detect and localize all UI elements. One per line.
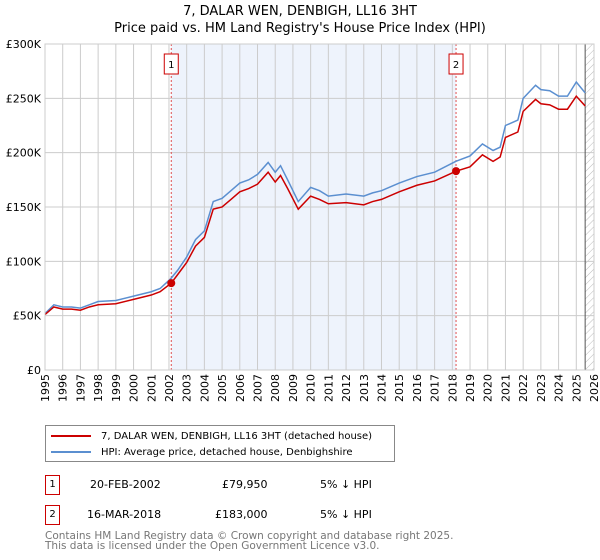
x-tick-label: 2006 — [234, 374, 247, 402]
legend-label: HPI: Average price, detached house, Denb… — [101, 446, 353, 458]
x-tick-label: 2003 — [181, 374, 194, 402]
x-tick-label: 2017 — [429, 374, 442, 402]
chart-title: 7, DALAR WEN, DENBIGH, LL16 3HT Price pa… — [0, 3, 600, 37]
sale-price: £79,950 — [222, 478, 268, 491]
x-tick-label: 2000 — [128, 374, 141, 402]
x-tick-label: 1999 — [110, 374, 123, 402]
series-line-hpi — [44, 80, 586, 315]
y-tick-label: £100K — [6, 255, 42, 268]
x-tick-label: 2023 — [535, 374, 548, 402]
series-line-price-paid — [44, 94, 586, 316]
x-tick-label: 2020 — [482, 374, 495, 402]
footer-line: This data is licensed under the Open Gov… — [45, 540, 380, 552]
x-tick-label: 2005 — [216, 374, 229, 402]
sale-row: 1 20-FEB-2002 £79,950 5% ↓ HPI — [45, 475, 405, 495]
sale-price: £183,000 — [215, 508, 268, 521]
y-tick-label: £50K — [13, 310, 42, 323]
x-tick-label: 2008 — [269, 374, 282, 402]
x-tick-label: 1995 — [39, 374, 52, 402]
annotation-box — [163, 53, 179, 75]
title-line: 7, DALAR WEN, DENBIGH, LL16 3HT — [183, 4, 417, 19]
x-tick-label: 2013 — [358, 374, 371, 402]
x-tick-label: 2010 — [305, 374, 318, 402]
x-tick-label: 2025 — [570, 374, 583, 402]
sale-row: 2 16-MAR-2018 £183,000 5% ↓ HPI — [45, 505, 405, 525]
plot-border — [44, 43, 595, 371]
x-tick-label: 2011 — [322, 374, 335, 402]
sale-date: 20-FEB-2002 — [90, 478, 161, 491]
x-tick-label: 2024 — [553, 374, 566, 402]
legend-item-hpi: HPI: Average price, detached house, Denb… — [51, 444, 352, 460]
x-tick-label: 2021 — [499, 374, 512, 402]
sale-date: 16-MAR-2018 — [87, 508, 162, 521]
annotation-box — [448, 53, 464, 75]
sale-point — [452, 167, 461, 176]
x-tick-label: 2018 — [446, 374, 459, 402]
x-tick-label: 2001 — [145, 374, 158, 402]
y-tick-label: £200K — [6, 147, 42, 160]
legend-label: 7, DALAR WEN, DENBIGH, LL16 3HT (detache… — [101, 430, 373, 442]
x-tick-label: 2015 — [393, 374, 406, 402]
x-tick-label: 1996 — [57, 374, 70, 402]
x-tick-label: 2007 — [252, 374, 265, 402]
x-tick-label: 2019 — [464, 374, 477, 402]
annotation-label: 2 — [453, 60, 459, 71]
y-tick-label: £250K — [6, 92, 42, 105]
legend-item-price: 7, DALAR WEN, DENBIGH, LL16 3HT (detache… — [51, 428, 372, 444]
y-tick-label: £300K — [6, 38, 42, 51]
x-tick-label: 2004 — [198, 374, 211, 402]
x-tick-label: 2009 — [287, 374, 300, 402]
sale-marker: 2 — [45, 505, 60, 525]
x-tick-label: 1997 — [74, 374, 87, 402]
y-tick-label: £150K — [6, 201, 42, 214]
footer: Contains HM Land Registry data © Crown c… — [45, 530, 454, 552]
x-tick-label: 2012 — [340, 374, 353, 402]
x-tick-label: 1998 — [92, 374, 105, 402]
annotation-label: 1 — [168, 60, 174, 71]
footer-line: Contains HM Land Registry data © Crown c… — [45, 530, 454, 542]
sale-delta: 5% ↓ HPI — [320, 508, 372, 521]
price-chart: 1995 1996 1997 1998 1999 2000 2001 2002 2003 2004… — [6, 38, 600, 402]
sale-marker: 1 — [45, 475, 60, 495]
x-tick-label: 2014 — [375, 374, 388, 402]
legend: 7, DALAR WEN, DENBIGH, LL16 3HT (detache… — [45, 425, 395, 462]
legend-swatch — [51, 435, 91, 437]
legend-swatch — [51, 451, 91, 453]
subtitle-line: Price paid vs. HM Land Registry's House … — [114, 21, 486, 36]
x-tick-label: 2022 — [517, 374, 530, 402]
x-tick-label: 2016 — [411, 374, 424, 402]
x-tick-label: 2002 — [163, 374, 176, 402]
sale-point — [167, 279, 176, 288]
x-tick-label: 2026 — [588, 374, 600, 402]
sale-delta: 5% ↓ HPI — [320, 478, 372, 491]
y-tick-label: £0 — [27, 364, 41, 377]
